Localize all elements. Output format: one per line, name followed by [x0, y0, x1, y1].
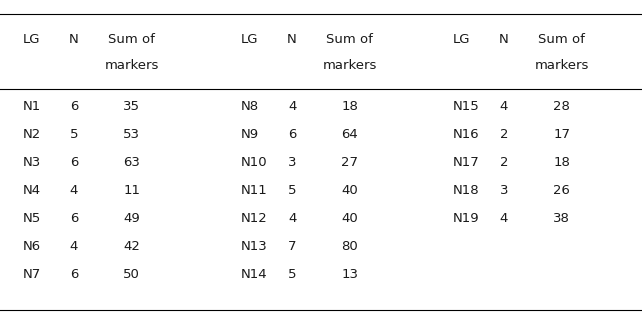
Text: 17: 17 — [553, 128, 570, 141]
Text: markers: markers — [105, 59, 159, 72]
Text: 11: 11 — [123, 184, 140, 197]
Text: 6: 6 — [69, 212, 78, 225]
Text: 2: 2 — [499, 128, 508, 141]
Text: 63: 63 — [123, 156, 140, 169]
Text: N11: N11 — [241, 184, 268, 197]
Text: 27: 27 — [342, 156, 358, 169]
Text: N8: N8 — [241, 100, 259, 113]
Text: 4: 4 — [499, 212, 508, 225]
Text: N: N — [69, 33, 79, 46]
Text: 2: 2 — [499, 156, 508, 169]
Text: 4: 4 — [499, 100, 508, 113]
Text: 5: 5 — [69, 128, 78, 141]
Text: N2: N2 — [22, 128, 40, 141]
Text: markers: markers — [323, 59, 377, 72]
Text: Sum of: Sum of — [326, 33, 374, 46]
Text: 13: 13 — [342, 268, 358, 281]
Text: 26: 26 — [553, 184, 570, 197]
Text: 4: 4 — [69, 240, 78, 253]
Text: 5: 5 — [288, 268, 297, 281]
Text: LG: LG — [453, 33, 470, 46]
Text: N16: N16 — [453, 128, 479, 141]
Text: 3: 3 — [499, 184, 508, 197]
Text: N: N — [499, 33, 509, 46]
Text: 7: 7 — [288, 240, 297, 253]
Text: 35: 35 — [123, 100, 140, 113]
Text: 4: 4 — [288, 100, 297, 113]
Text: LG: LG — [22, 33, 40, 46]
Text: 6: 6 — [69, 268, 78, 281]
Text: 6: 6 — [288, 128, 297, 141]
Text: Sum of: Sum of — [108, 33, 155, 46]
Text: 64: 64 — [342, 128, 358, 141]
Text: 42: 42 — [123, 240, 140, 253]
Text: 6: 6 — [69, 100, 78, 113]
Text: 4: 4 — [69, 184, 78, 197]
Text: 40: 40 — [342, 184, 358, 197]
Text: 4: 4 — [288, 212, 297, 225]
Text: markers: markers — [535, 59, 589, 72]
Text: N12: N12 — [241, 212, 268, 225]
Text: 5: 5 — [288, 184, 297, 197]
Text: 18: 18 — [342, 100, 358, 113]
Text: N4: N4 — [22, 184, 40, 197]
Text: Sum of: Sum of — [538, 33, 586, 46]
Text: N10: N10 — [241, 156, 267, 169]
Text: 6: 6 — [69, 156, 78, 169]
Text: 18: 18 — [553, 156, 570, 169]
Text: 50: 50 — [123, 268, 140, 281]
Text: 38: 38 — [553, 212, 570, 225]
Text: 53: 53 — [123, 128, 140, 141]
Text: N7: N7 — [22, 268, 40, 281]
Text: N13: N13 — [241, 240, 268, 253]
Text: N6: N6 — [22, 240, 40, 253]
Text: N3: N3 — [22, 156, 40, 169]
Text: 80: 80 — [342, 240, 358, 253]
Text: 40: 40 — [342, 212, 358, 225]
Text: N9: N9 — [241, 128, 259, 141]
Text: N5: N5 — [22, 212, 40, 225]
Text: N15: N15 — [453, 100, 480, 113]
Text: N17: N17 — [453, 156, 480, 169]
Text: 3: 3 — [288, 156, 297, 169]
Text: 49: 49 — [123, 212, 140, 225]
Text: N19: N19 — [453, 212, 479, 225]
Text: 28: 28 — [553, 100, 570, 113]
Text: N14: N14 — [241, 268, 267, 281]
Text: LG: LG — [241, 33, 258, 46]
Text: N1: N1 — [22, 100, 40, 113]
Text: N: N — [287, 33, 297, 46]
Text: N18: N18 — [453, 184, 479, 197]
